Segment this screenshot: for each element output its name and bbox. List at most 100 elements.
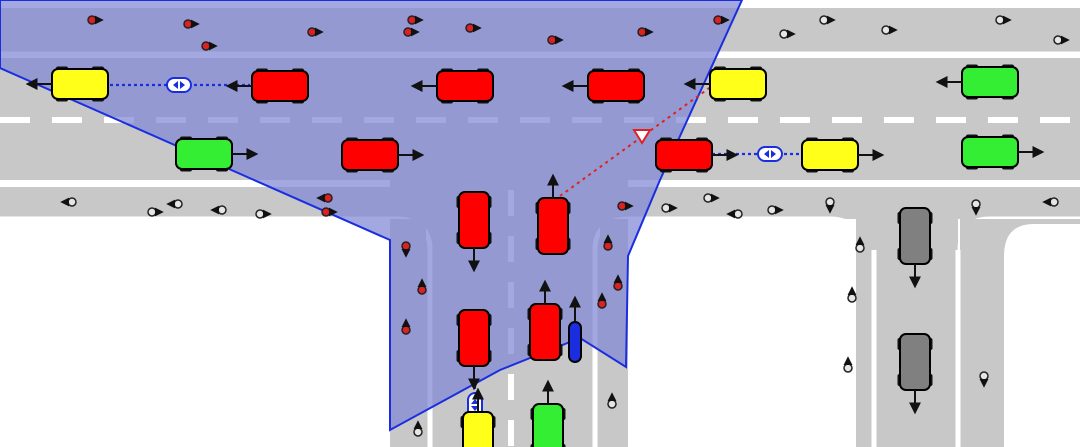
pedestrian-head-icon	[401, 241, 411, 251]
pedestrian-hidden	[779, 29, 796, 39]
pedestrian-head-icon	[307, 27, 317, 37]
pedestrian-hidden	[855, 236, 865, 253]
pedestrian-hidden	[995, 15, 1012, 25]
pedestrian-head-icon	[819, 15, 829, 25]
pedestrian-head-icon	[881, 25, 891, 35]
pedestrian-hidden	[843, 356, 853, 373]
pedestrian-visible	[401, 318, 411, 335]
pedestrian-visible	[201, 41, 218, 51]
vehicle-body	[655, 139, 713, 171]
pedestrian-head-icon	[217, 205, 227, 215]
pedestrian-head-icon	[603, 241, 613, 251]
pedestrian-head-icon	[767, 205, 777, 215]
vehicle-body	[961, 136, 1019, 168]
pedestrian-head-icon	[87, 15, 97, 25]
pedestrian-hidden	[1042, 197, 1059, 207]
pedestrian-head-icon	[173, 199, 183, 209]
vehicle-ego-visible	[535, 173, 571, 255]
pedestrian-head-icon	[321, 207, 331, 217]
pedestrian-head-icon	[613, 281, 623, 291]
pedestrian-head-icon	[465, 23, 475, 33]
motorcycle-body	[568, 321, 582, 363]
pedestrian-visible	[316, 193, 333, 203]
pedestrian-hidden	[819, 15, 836, 25]
pedestrian-head-icon	[323, 193, 333, 203]
pedestrian-hidden	[881, 25, 898, 35]
vehicle-ego-visible	[655, 137, 739, 173]
east-road-sidewalk-r	[960, 219, 1004, 447]
pedestrian-hidden	[979, 371, 989, 388]
vehicle-body	[801, 139, 859, 171]
pedestrian-visible	[407, 15, 424, 25]
vehicle-body	[532, 403, 564, 447]
pedestrian-head-icon	[255, 209, 265, 219]
pedestrian-hidden	[661, 203, 678, 213]
pedestrian-visible	[597, 292, 607, 309]
pedestrian-head-icon	[713, 15, 723, 25]
pedestrian-head-icon	[843, 363, 853, 373]
pedestrian-visible	[617, 201, 634, 211]
block-southeast	[1004, 224, 1080, 447]
pedestrian-hidden	[60, 197, 77, 207]
vehicle-body	[175, 138, 233, 170]
vehicle-ego-visible	[527, 279, 563, 361]
vehicle-body	[51, 68, 109, 100]
vehicle-body	[462, 411, 494, 447]
pedestrian-head-icon	[995, 15, 1005, 25]
vehicle-ego-visible	[561, 68, 645, 104]
pedestrian-head-icon	[971, 199, 981, 209]
pedestrian-visible	[401, 241, 411, 258]
vehicle-body	[436, 70, 494, 102]
vehicle-unobserved	[897, 333, 933, 415]
pedestrian-visible	[87, 15, 104, 25]
pedestrian-visible	[637, 27, 654, 37]
pedestrian-visible	[547, 35, 564, 45]
vehicle-ahead-leader	[801, 137, 885, 173]
pedestrian-head-icon	[401, 325, 411, 335]
pedestrian-hidden	[210, 205, 227, 215]
pedestrian-hidden	[166, 199, 183, 209]
link-badge-west	[166, 77, 192, 93]
vehicle-ego-visible	[225, 68, 309, 104]
pedestrian-head-icon	[413, 427, 423, 437]
pedestrian-head-icon	[407, 15, 417, 25]
pedestrian-head-icon	[1049, 197, 1059, 207]
vehicle-body	[899, 207, 931, 265]
occlusion-warning-icon	[632, 129, 652, 145]
vehicle-ahead-leader	[460, 387, 496, 447]
pedestrian-head-icon	[547, 35, 557, 45]
pedestrian-visible	[417, 278, 427, 295]
pedestrian-head-icon	[661, 203, 671, 213]
pedestrian-head-icon	[847, 293, 857, 303]
vehicle-body	[458, 309, 490, 367]
pedestrian-visible	[321, 207, 338, 217]
pedestrian-head-icon	[637, 27, 647, 37]
pedestrian-hidden	[255, 209, 272, 219]
pedestrian-visible	[465, 23, 482, 33]
pedestrian-visible	[713, 15, 730, 25]
pedestrian-hidden	[726, 209, 743, 219]
pedestrian-hidden	[767, 205, 784, 215]
pedestrian-hidden	[1053, 35, 1070, 45]
vehicle-body	[341, 139, 399, 171]
vehicle-ego-visible	[456, 309, 492, 391]
pedestrian-hidden	[147, 207, 164, 217]
vehicle-motorcycle	[568, 295, 582, 363]
pedestrian-hidden	[825, 197, 835, 214]
pedestrian-visible	[403, 27, 420, 37]
vehicle-body	[458, 191, 490, 249]
pedestrian-head-icon	[597, 299, 607, 309]
pedestrian-visible	[183, 19, 200, 29]
vehicles	[25, 64, 1045, 447]
pedestrian-head-icon	[617, 201, 627, 211]
pedestrian-visible	[603, 234, 613, 251]
vehicle-detected-other	[961, 134, 1045, 170]
vehicle-ego-visible	[456, 191, 492, 273]
pedestrian-head-icon	[733, 209, 743, 219]
occlusion-link	[559, 85, 713, 197]
vehicle-body	[899, 333, 931, 391]
pedestrian-head-icon	[855, 243, 865, 253]
vehicle-unobserved	[897, 207, 933, 289]
pedestrian-head-icon	[779, 29, 789, 39]
